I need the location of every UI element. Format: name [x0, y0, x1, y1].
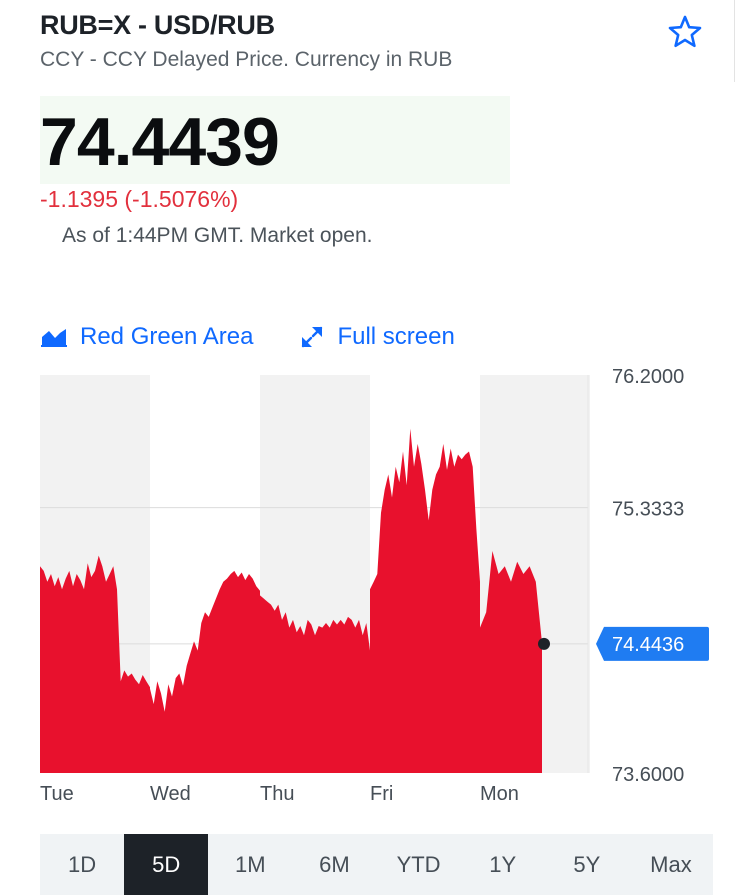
current-price-tag: [596, 626, 709, 661]
range-1y-button[interactable]: 1Y: [489, 851, 517, 877]
price-change: -1.1395 (-1.5076%): [40, 186, 239, 212]
quote-header: RUB=X - USD/RUB CCY - CCY Delayed Price.…: [40, 6, 700, 74]
x-tick-label: Wed: [150, 783, 191, 805]
expand-icon: [302, 326, 323, 348]
range-5d-button[interactable]: 5D: [124, 834, 209, 895]
market-status: As of 1:44PM GMT. Market open.: [62, 224, 373, 247]
page-title: RUB=X - USD/RUB: [40, 10, 275, 40]
price-area: [40, 428, 542, 773]
current-price-label: 74.4436: [612, 634, 684, 656]
chart-toolbar: Red Green Area Full screen: [40, 320, 455, 354]
scroll-indicator: [734, 0, 739, 82]
price-highlight: [40, 96, 510, 184]
range-1d-button[interactable]: 1D: [68, 851, 97, 877]
chart-type-label: Red Green Area: [80, 323, 254, 350]
chart-canvas[interactable]: 76.2000 75.3333 73.6000 74.4436 Tue Wed Thu Fri…: [0, 360, 739, 810]
current-price: 74.4439: [40, 104, 280, 180]
chart-type-button[interactable]: Red Green Area: [40, 320, 253, 354]
range-ytd-button[interactable]: YTD: [396, 851, 441, 877]
price-chart[interactable]: 76.2000 75.3333 73.6000 74.4436 Tue Wed Thu Fri…: [0, 360, 739, 810]
range-1m-button[interactable]: 1M: [235, 851, 266, 877]
x-tick-label: Thu: [260, 783, 294, 805]
x-tick-label: Mon: [480, 783, 519, 805]
y-tick-label: 76.2000: [612, 366, 684, 388]
range-6m-button[interactable]: 6M: [319, 851, 350, 877]
full-screen-button[interactable]: Full screen: [299, 320, 455, 354]
range-5y-button[interactable]: 5Y: [573, 851, 601, 877]
current-price-dot: [538, 637, 550, 650]
full-screen-label: Full screen: [337, 323, 455, 350]
x-tick-label: Fri: [370, 783, 393, 805]
range-max-button[interactable]: Max: [650, 851, 692, 877]
area-chart-icon: [41, 329, 67, 347]
y-tick-label: 73.6000: [612, 764, 684, 786]
range-selector: 1D 5D 1M 6M YTD 1Y 5Y Max: [40, 834, 713, 895]
quote-subtitle: CCY - CCY Delayed Price. Currency in RUB: [40, 48, 453, 71]
x-tick-label: Tue: [40, 783, 74, 805]
star-icon[interactable]: [667, 14, 703, 50]
y-tick-label: 75.3333: [612, 499, 684, 521]
